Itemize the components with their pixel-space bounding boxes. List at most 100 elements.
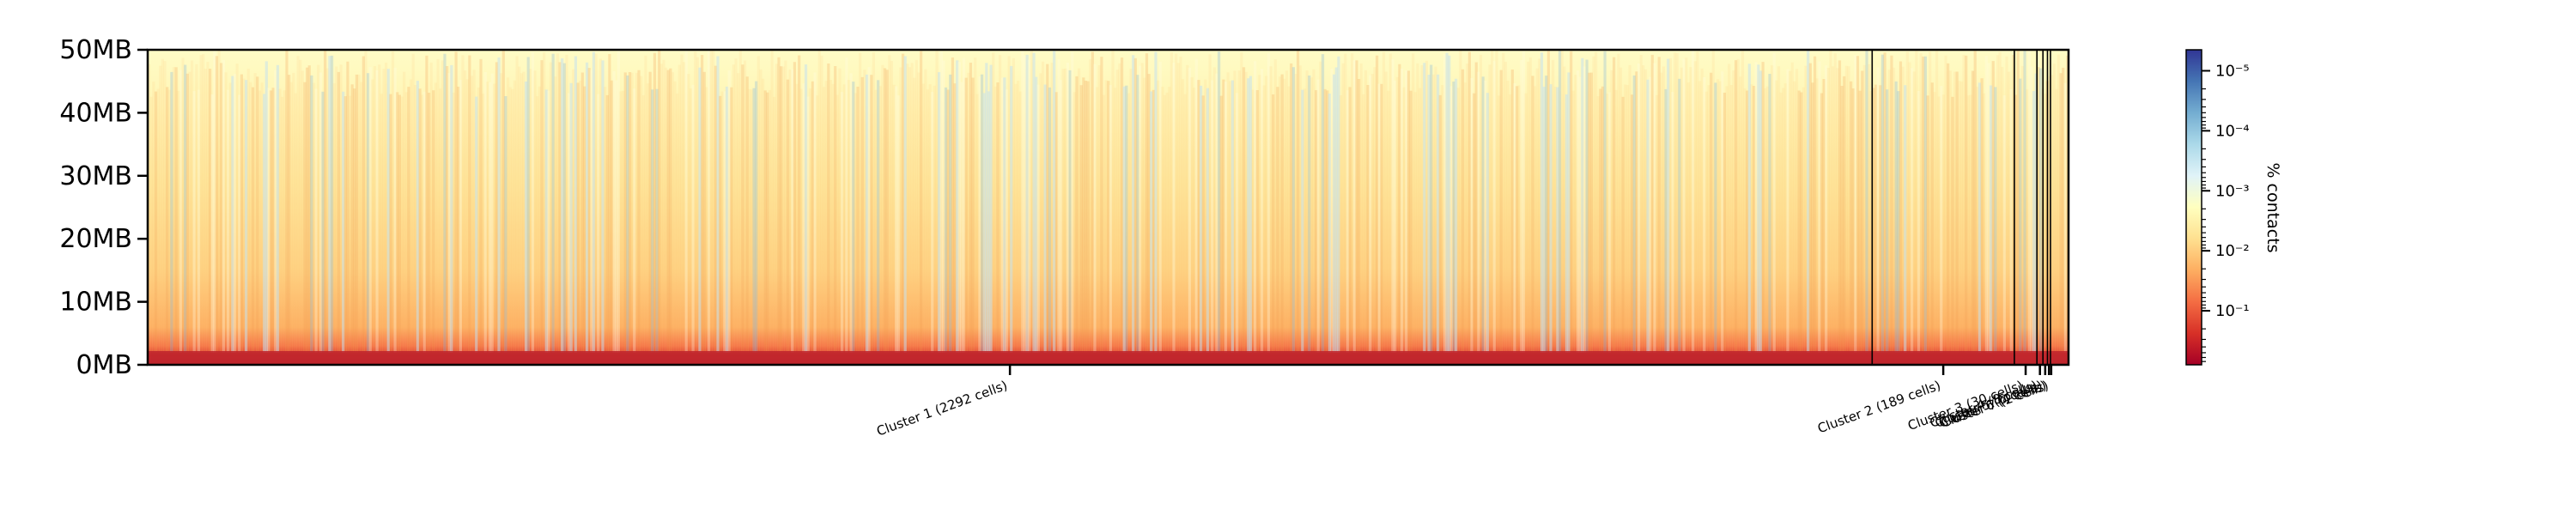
- cell-column: [1204, 79, 1207, 353]
- cell-column: [1613, 57, 1616, 353]
- cell-column: [896, 95, 900, 353]
- cell-column: [1829, 50, 1832, 354]
- cell-column: [1265, 76, 1268, 353]
- cell-column: [1765, 86, 1769, 354]
- cell-column: [813, 72, 817, 353]
- cell-column: [583, 86, 586, 353]
- cell-column: [538, 86, 541, 354]
- cell-column: [409, 79, 413, 353]
- cell-column: [1527, 61, 1530, 354]
- cell-column: [580, 72, 584, 353]
- cell-column: [820, 55, 823, 354]
- cell-column: [1499, 70, 1503, 353]
- cell-column: [1278, 76, 1282, 354]
- cell-column: [860, 76, 864, 354]
- cell-column: [903, 56, 907, 354]
- cell-column: [1376, 55, 1379, 353]
- cell-column: [1560, 50, 1564, 354]
- cell-column: [878, 86, 882, 353]
- cell-column: [993, 86, 997, 354]
- cell-column: [184, 64, 187, 353]
- cell-column: [1899, 61, 1903, 353]
- cell-column: [2063, 82, 2067, 354]
- cell-column: [319, 72, 323, 354]
- cell-column: [834, 66, 837, 353]
- cell-column: [605, 94, 609, 354]
- cell-column: [1054, 92, 1058, 354]
- cell-column: [1072, 92, 1076, 354]
- cell-column: [1168, 87, 1171, 353]
- cell-column: [677, 64, 681, 353]
- cell-column: [274, 70, 277, 353]
- cell-column: [738, 51, 742, 354]
- cell-column: [696, 57, 699, 353]
- cell-column: [2057, 54, 2061, 353]
- cell-column: [452, 92, 456, 354]
- cell-column: [831, 83, 835, 354]
- cell-column: [1409, 90, 1413, 353]
- cell-column: [888, 55, 891, 354]
- cell-column: [2062, 67, 2065, 354]
- cell-column: [1355, 60, 1358, 354]
- cell-column: [1097, 65, 1101, 353]
- cell-column: [2030, 66, 2033, 354]
- cell-column: [2023, 50, 2026, 353]
- cell-column: [307, 65, 311, 353]
- cell-column: [1043, 84, 1047, 353]
- cell-column: [1125, 85, 1128, 353]
- cell-column: [242, 78, 246, 353]
- cell-column: [784, 60, 787, 353]
- cell-column: [292, 72, 295, 354]
- cell-column: [1922, 56, 1925, 354]
- y-tick-label: 0MB: [76, 350, 132, 380]
- cell-column: [597, 94, 600, 353]
- cell-column: [325, 68, 329, 353]
- cell-column: [1373, 67, 1376, 353]
- cell-column: [1285, 70, 1289, 354]
- cell-column: [477, 88, 481, 353]
- cell-column: [1352, 60, 1356, 354]
- cell-column: [1664, 88, 1668, 354]
- cell-column: [222, 60, 225, 353]
- cell-column: [213, 51, 216, 354]
- cell-column: [1856, 56, 1860, 353]
- cell-column: [1249, 76, 1253, 353]
- cell-column: [816, 95, 819, 353]
- cell-column: [324, 50, 327, 354]
- cell-column: [569, 82, 573, 354]
- cell-column: [780, 66, 783, 353]
- cell-column: [1825, 65, 1828, 353]
- cell-column: [791, 69, 794, 353]
- cell-column: [1438, 94, 1442, 354]
- cell-column: [2052, 64, 2056, 353]
- cell-column: [640, 76, 643, 353]
- cell-column: [1908, 62, 1911, 353]
- cell-column: [1643, 69, 1648, 354]
- cell-column: [312, 82, 316, 353]
- cell-column: [398, 94, 402, 353]
- cell-column: [2014, 94, 2018, 353]
- cell-column: [648, 71, 652, 353]
- cell-column: [1012, 58, 1016, 354]
- cell-column: [1689, 67, 1692, 353]
- cell-column: [1668, 58, 1672, 354]
- cell-column: [1811, 82, 1814, 354]
- cell-column: [1973, 51, 1977, 353]
- cell-column: [1965, 55, 1968, 354]
- cell-column: [1287, 86, 1291, 353]
- cell-column: [1448, 55, 1451, 353]
- cell-column: [1610, 70, 1613, 354]
- cell-column: [296, 56, 300, 353]
- cell-column: [854, 93, 857, 353]
- cell-column: [389, 94, 392, 353]
- cell-column: [1951, 96, 1954, 354]
- cell-column: [935, 50, 939, 353]
- cell-column: [1050, 63, 1054, 353]
- cell-column: [536, 96, 539, 353]
- cell-column: [1890, 55, 1893, 353]
- cell-column: [1032, 52, 1036, 353]
- cell-column: [890, 60, 894, 354]
- cell-column: [1229, 81, 1232, 354]
- cell-column: [1862, 64, 1867, 354]
- cell-column: [1800, 92, 1803, 353]
